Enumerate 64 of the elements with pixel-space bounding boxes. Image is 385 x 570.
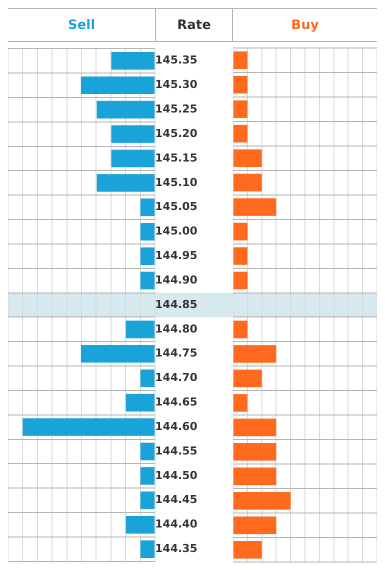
bar (234, 540, 262, 559)
bar (234, 247, 248, 265)
bar (234, 370, 262, 388)
bar (140, 272, 154, 290)
bar (96, 174, 154, 192)
y-tick-label: 145.25 (154, 102, 198, 116)
y-tick-label: 145.35 (154, 54, 198, 67)
y-tick-label: 144.65 (154, 396, 198, 409)
bar (234, 320, 248, 338)
y-tick-label: 145.05 (154, 200, 198, 214)
y-tick-label: 145.30 (154, 78, 198, 92)
bar (111, 125, 154, 143)
bar (140, 467, 154, 485)
bar (111, 150, 154, 168)
bar (234, 345, 276, 363)
bar (234, 76, 248, 94)
bar (140, 369, 154, 388)
bar (96, 100, 154, 118)
bar (234, 100, 248, 118)
bar (80, 76, 154, 94)
y-tick-label: 144.70 (154, 371, 198, 384)
bar (111, 52, 154, 70)
bar (234, 51, 248, 70)
bar (140, 540, 154, 558)
bar (234, 394, 248, 412)
bar (234, 443, 276, 461)
bar (234, 516, 276, 534)
bar (22, 418, 154, 436)
y-tick-label: 144.85 (154, 298, 198, 311)
y-tick-label: 144.35 (154, 542, 198, 556)
y-tick-label: 144.50 (154, 468, 198, 482)
bar (234, 198, 276, 216)
bar (234, 492, 291, 510)
y-tick-label: 144.90 (154, 273, 198, 286)
y-tick-label: 144.75 (154, 346, 198, 360)
bar (126, 320, 154, 338)
bar (126, 516, 154, 534)
y-tick-label: 144.80 (154, 322, 198, 336)
bar (140, 492, 154, 510)
y-tick-label: 145.10 (154, 176, 198, 189)
bar (234, 149, 262, 167)
y-axis-title: Rate (155, 8, 233, 42)
bar (234, 174, 262, 192)
text: Buy (233, 8, 377, 42)
bar (140, 442, 154, 460)
bar (234, 124, 248, 142)
y-tick-label: 144.95 (154, 249, 198, 262)
y-tick-label: 144.60 (154, 420, 198, 433)
y-tick-label: 144.45 (154, 493, 198, 506)
bar (80, 345, 154, 363)
series-label: Sell (8, 8, 155, 42)
bar (234, 222, 248, 240)
y-tick-label: 144.40 (154, 518, 198, 531)
y-tick-label: 145.15 (154, 151, 198, 164)
bar (126, 394, 154, 412)
bar (234, 418, 276, 436)
bar (234, 468, 276, 486)
y-tick-label: 145.20 (154, 126, 198, 140)
bar (140, 247, 154, 265)
y-tick-label: 145.00 (154, 224, 198, 238)
y-tick-label: 144.55 (154, 444, 198, 458)
bar (140, 198, 154, 216)
bar (234, 272, 248, 290)
bar (140, 222, 154, 241)
